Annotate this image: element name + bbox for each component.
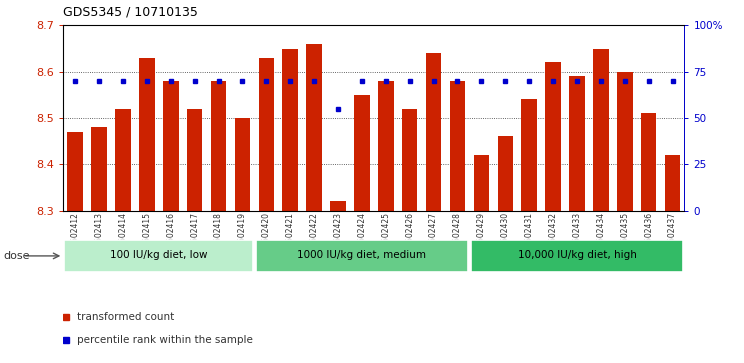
Text: dose: dose: [4, 251, 31, 261]
Text: 100 IU/kg diet, low: 100 IU/kg diet, low: [110, 250, 208, 260]
Text: percentile rank within the sample: percentile rank within the sample: [77, 335, 253, 345]
Bar: [402, 109, 417, 211]
Bar: [330, 201, 346, 211]
Bar: [378, 81, 394, 211]
Bar: [65, 240, 253, 272]
Bar: [115, 109, 131, 211]
Bar: [139, 58, 155, 211]
Bar: [617, 72, 632, 211]
Bar: [354, 95, 370, 211]
Bar: [522, 99, 537, 211]
Bar: [641, 113, 656, 211]
Bar: [283, 49, 298, 211]
Bar: [256, 240, 468, 272]
Text: 1000 IU/kg diet, medium: 1000 IU/kg diet, medium: [298, 250, 426, 260]
Bar: [545, 62, 561, 211]
Bar: [187, 109, 202, 211]
Bar: [449, 81, 465, 211]
Bar: [593, 49, 609, 211]
Bar: [211, 81, 226, 211]
Text: 10,000 IU/kg diet, high: 10,000 IU/kg diet, high: [518, 250, 636, 260]
Bar: [569, 76, 585, 211]
Bar: [474, 155, 489, 211]
Bar: [307, 44, 322, 211]
Bar: [68, 132, 83, 211]
Bar: [426, 53, 441, 211]
Bar: [665, 155, 680, 211]
Bar: [498, 136, 513, 211]
Bar: [163, 81, 179, 211]
Text: GDS5345 / 10710135: GDS5345 / 10710135: [63, 5, 198, 18]
Bar: [259, 58, 274, 211]
Bar: [471, 240, 683, 272]
Bar: [92, 127, 107, 211]
Text: transformed count: transformed count: [77, 312, 174, 322]
Bar: [234, 118, 250, 211]
